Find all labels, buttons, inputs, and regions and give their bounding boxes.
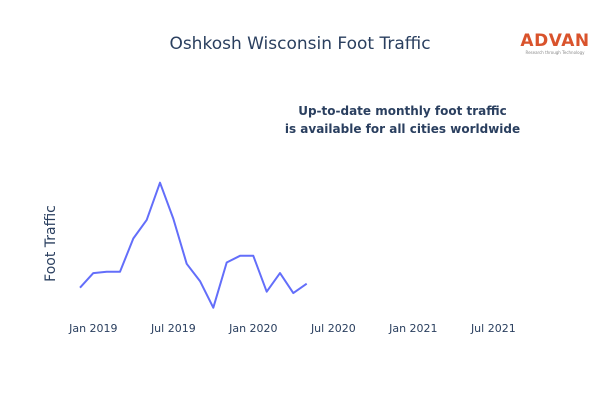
x-tick-label: Jan 2019 [68,322,117,335]
logo-wordmark: ADVAN [520,31,590,51]
x-tick-label: Jul 2019 [150,322,196,335]
x-tick-label: Jul 2020 [310,322,356,335]
x-tick-label: Jan 2020 [228,322,277,335]
annotation-line-1: Up-to-date monthly foot traffic [298,104,507,118]
logo-tagline: Research through Technology [525,50,585,55]
y-axis-label: Foot Traffic [43,205,59,282]
x-tick-label: Jul 2021 [470,322,516,335]
series-line [79,181,308,309]
chart-annotation: Up-to-date monthly foot traffic is avail… [250,102,555,138]
chart-title: Oshkosh Wisconsin Foot Traffic [169,34,431,54]
advan-logo: ADVAN Research through Technology [518,32,592,55]
annotation-line-2: is available for all cities worldwide [284,122,521,136]
x-tick-label: Jan 2021 [388,322,437,335]
